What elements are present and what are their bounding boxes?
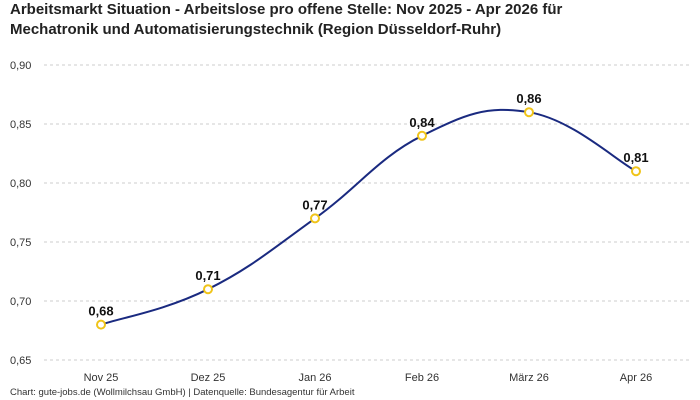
y-tick-label: 0,70 (10, 296, 31, 308)
y-tick-label: 0,90 (10, 60, 31, 72)
data-point (310, 213, 320, 224)
x-tick-label: Dez 25 (191, 372, 226, 384)
x-tick-label: März 26 (509, 372, 549, 384)
x-tick-label: Jan 26 (298, 372, 331, 384)
y-tick-label: 0,65 (10, 355, 31, 367)
data-label: 0,77 (302, 197, 327, 212)
chart-title-line-1: Arbeitsmarkt Situation - Arbeitslose pro… (10, 1, 563, 18)
y-tick-label: 0,80 (10, 178, 31, 190)
data-label: 0,81 (623, 150, 648, 165)
data-label: 0,71 (195, 268, 220, 283)
chart-title-line-2: Mechatronik und Automatisierungstechnik … (10, 21, 502, 38)
data-label: 0,68 (88, 304, 113, 319)
data-point (631, 166, 641, 177)
source-footer: Chart: gute-jobs.de (Wollmilchsau GmbH) … (10, 387, 355, 398)
data-point (417, 130, 427, 141)
y-tick-label: 0,85 (10, 119, 31, 131)
data-point (203, 284, 213, 295)
series-line (100, 108, 637, 326)
data-label: 0,86 (516, 91, 541, 106)
x-tick-label: Feb 26 (405, 372, 439, 384)
data-label: 0,84 (409, 115, 435, 130)
x-tick-label: Nov 25 (84, 372, 119, 384)
data-point (96, 319, 106, 330)
chart-title: Arbeitsmarkt Situation - Arbeitslose pro… (10, 0, 690, 40)
x-tick-label: Apr 26 (620, 372, 652, 384)
y-tick-label: 0,75 (10, 237, 31, 249)
data-point (524, 107, 534, 118)
